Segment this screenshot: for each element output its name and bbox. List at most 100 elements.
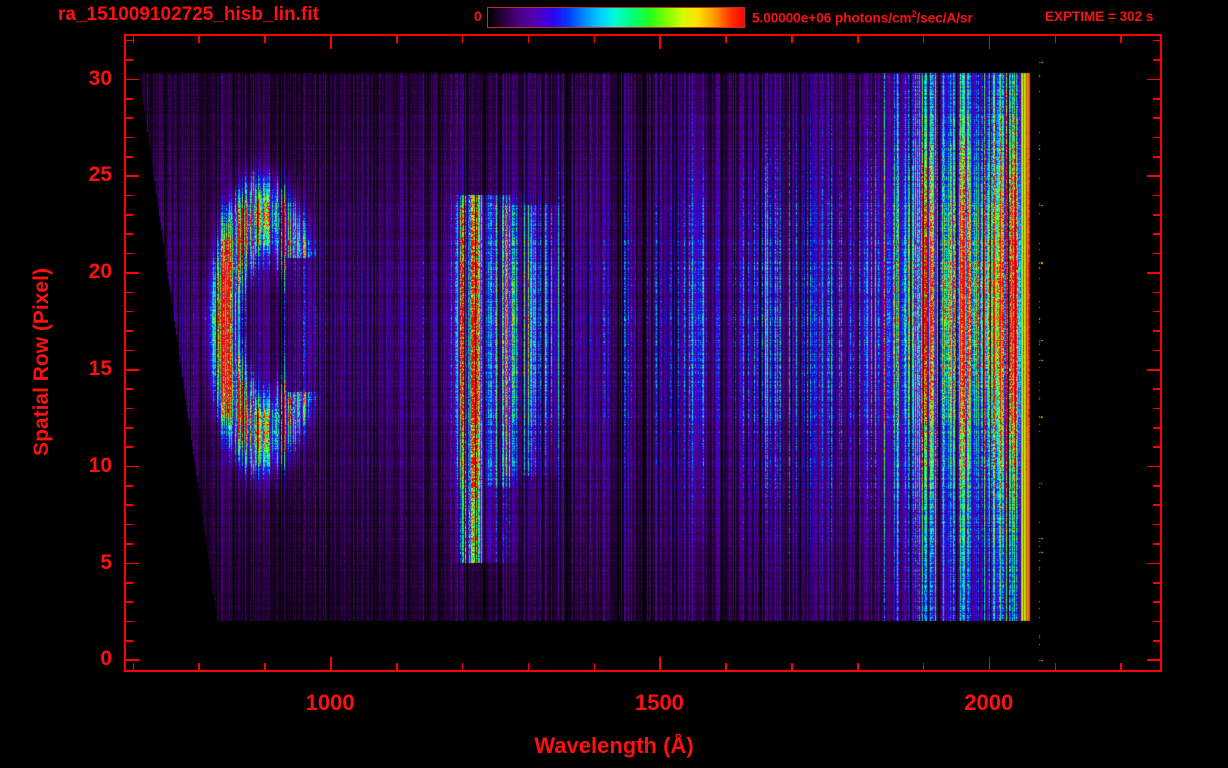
y-major-tick-right <box>1147 562 1160 565</box>
x-tick-label: 1500 <box>634 690 684 715</box>
y-minor-tick <box>126 136 133 139</box>
y-minor-tick-right <box>1153 504 1160 507</box>
y-minor-tick-right <box>1153 427 1160 429</box>
y-minor-tick-right <box>1153 407 1160 410</box>
y-minor-tick <box>126 233 133 236</box>
spectral-image-canvas <box>126 36 1160 670</box>
x-minor-tick-top <box>264 36 266 43</box>
x-minor-tick-top <box>461 36 464 43</box>
x-minor-tick <box>593 663 596 670</box>
y-minor-tick <box>126 581 133 584</box>
y-major-tick-right <box>1147 465 1160 468</box>
y-minor-tick <box>126 330 133 332</box>
y-minor-tick-right <box>1153 523 1160 526</box>
colorbar-max-label: 5.00000e+06 photons/cm2/sec/A/sr <box>752 9 973 26</box>
x-minor-tick <box>922 663 925 670</box>
y-tick-label: 5 <box>100 550 112 574</box>
x-minor-tick-top <box>1054 36 1057 43</box>
y-minor-tick <box>126 446 133 448</box>
y-tick-label: 20 <box>88 260 112 284</box>
x-minor-tick-top <box>396 36 398 43</box>
spectral-image-plot <box>124 34 1162 672</box>
y-minor-tick-right <box>1153 485 1160 487</box>
y-minor-tick-right <box>1153 194 1160 197</box>
x-minor-tick <box>527 663 530 670</box>
x-tick-label: 1000 <box>305 690 355 715</box>
y-minor-tick <box>126 349 133 352</box>
y-minor-tick <box>126 252 133 255</box>
colorbar-units-text: photons/cm <box>834 10 912 26</box>
x-minor-tick <box>725 663 727 670</box>
x-minor-tick-top <box>922 36 925 43</box>
y-minor-tick <box>126 543 133 545</box>
y-minor-tick-right <box>1153 601 1160 603</box>
x-minor-tick-top <box>132 36 135 43</box>
x-axis-title: Wavelength (Å) <box>534 733 694 758</box>
colorbar-min-label: 0 <box>474 8 482 24</box>
y-major-tick <box>126 175 139 177</box>
y-minor-tick <box>126 407 133 410</box>
x-minor-tick <box>461 663 464 670</box>
page-title: ra_151009102725_hisb_lin.fit <box>58 4 319 25</box>
y-minor-tick-right <box>1153 59 1160 61</box>
exposure-time-label: EXPTIME = 302 s <box>1045 9 1154 24</box>
y-minor-tick-right <box>1153 97 1160 100</box>
y-tick-label: 10 <box>88 453 112 477</box>
y-minor-tick <box>126 59 133 61</box>
y-major-tick <box>126 659 139 661</box>
y-minor-tick <box>126 310 133 313</box>
y-major-tick-right <box>1147 272 1160 274</box>
y-minor-tick <box>126 291 133 294</box>
colorbar-max-value: 5.00000e+06 <box>752 10 832 26</box>
x-minor-tick-top <box>527 36 530 43</box>
y-minor-tick-right <box>1153 310 1160 313</box>
y-minor-tick <box>126 194 133 197</box>
y-tick-label: 0 <box>100 647 112 671</box>
x-minor-tick <box>791 663 793 670</box>
y-minor-tick <box>126 156 133 158</box>
y-minor-tick-right <box>1153 620 1160 623</box>
x-minor-tick-top <box>1120 36 1123 43</box>
y-minor-tick <box>126 117 133 119</box>
y-minor-tick <box>126 504 133 507</box>
x-minor-tick <box>264 663 266 670</box>
x-minor-tick <box>132 663 135 670</box>
x-major-tick <box>330 657 332 670</box>
y-minor-tick-right <box>1153 639 1160 642</box>
colorbar-units-suffix: /sec/A/sr <box>916 10 973 26</box>
y-minor-tick-right <box>1153 156 1160 158</box>
y-minor-tick-right <box>1153 252 1160 255</box>
y-minor-tick-right <box>1153 291 1160 294</box>
x-tick-label: 2000 <box>964 690 1014 715</box>
x-minor-tick <box>857 663 859 670</box>
x-minor-tick-top <box>791 36 793 43</box>
colorbar <box>487 7 745 28</box>
x-minor-tick <box>396 663 398 670</box>
y-tick-label: 30 <box>88 66 112 90</box>
y-major-tick <box>126 78 139 81</box>
y-minor-tick-right <box>1153 330 1160 332</box>
colorbar-units-exponent: 2 <box>911 9 917 19</box>
y-minor-tick <box>126 214 133 216</box>
y-minor-tick <box>126 427 133 429</box>
y-tick-label: 15 <box>88 356 112 380</box>
y-major-tick-right <box>1147 175 1160 177</box>
y-minor-tick <box>126 639 133 642</box>
y-minor-tick-right <box>1153 214 1160 216</box>
y-minor-tick <box>126 601 133 603</box>
y-major-tick <box>126 272 139 274</box>
y-minor-tick-right <box>1153 117 1160 119</box>
x-major-tick <box>988 657 991 670</box>
y-major-tick <box>126 562 139 565</box>
y-minor-tick-right <box>1153 349 1160 352</box>
y-minor-tick-right <box>1153 39 1160 42</box>
y-major-tick-right <box>1147 659 1160 661</box>
y-major-tick-right <box>1147 78 1160 81</box>
x-major-tick-top <box>659 36 662 49</box>
x-major-tick <box>659 657 662 670</box>
y-minor-tick-right <box>1153 446 1160 448</box>
x-minor-tick <box>198 663 201 670</box>
y-minor-tick <box>126 620 133 623</box>
x-minor-tick-top <box>593 36 596 43</box>
y-minor-tick <box>126 388 133 390</box>
